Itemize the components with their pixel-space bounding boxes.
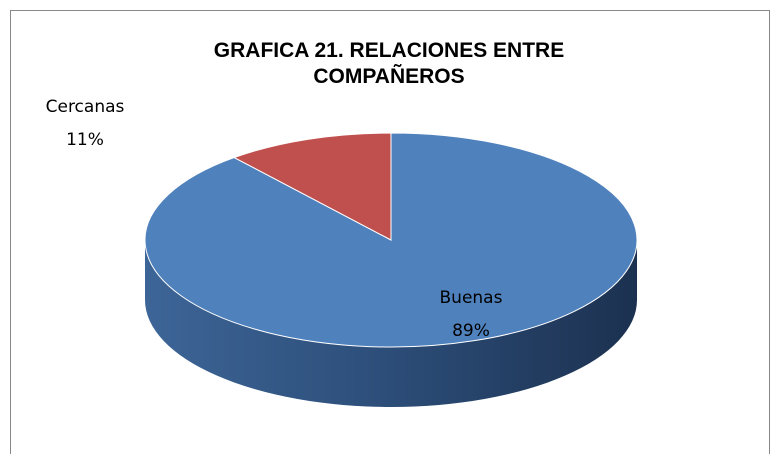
slice-label: Buenas [440, 288, 503, 308]
pie-slice [232, 132, 392, 241]
slice-value-label: 11% [66, 130, 104, 150]
slice-label: Cercanas [46, 97, 125, 117]
pie-side [145, 240, 637, 407]
chart-title: GRAFICA 21. RELACIONES ENTRE COMPAÑEROS [213, 39, 565, 88]
slice-value-label: 89% [452, 321, 490, 341]
